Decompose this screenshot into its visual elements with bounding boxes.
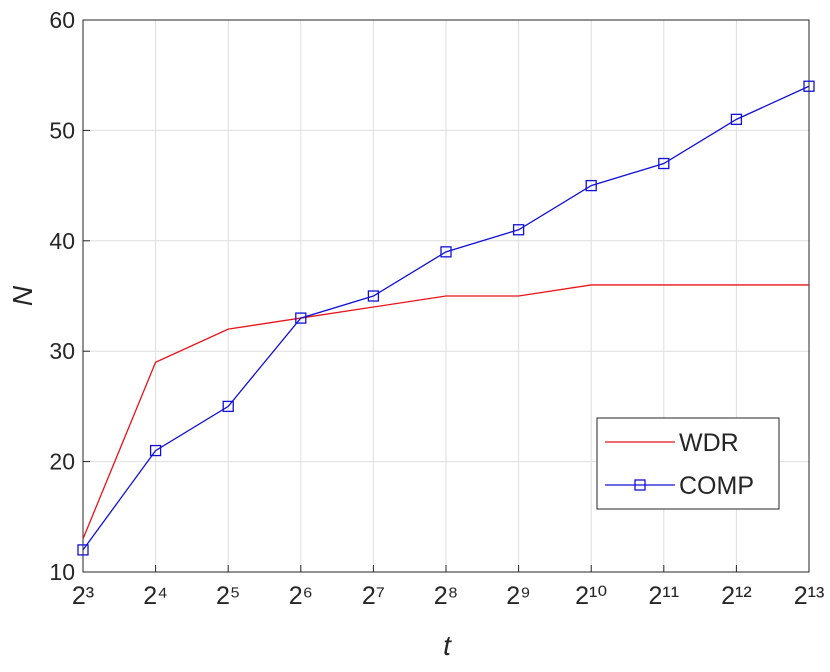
marker <box>658 157 670 170</box>
x-tick-label: 2¹² <box>721 582 752 610</box>
x-tick-label: 2⁷ <box>362 582 385 610</box>
y-tick-label: 10 <box>49 559 75 585</box>
x-tick-label: 2⁶ <box>289 582 313 610</box>
x-tick-label: 2⁸ <box>434 582 458 610</box>
series-line <box>82 284 809 540</box>
legend: WDR COMP <box>596 417 780 510</box>
x-tick-label: 2⁹ <box>506 582 531 610</box>
legend-box <box>596 417 780 510</box>
legend-label: WDR <box>679 429 739 457</box>
x-tick-label: 2⁴ <box>143 582 168 610</box>
y-tick-label: 20 <box>49 449 75 475</box>
x-tick-label: 2¹³ <box>794 582 825 610</box>
marker <box>295 312 307 324</box>
x-tick-label: 2¹¹ <box>649 582 680 610</box>
marker <box>77 544 89 556</box>
x-tick-label: 2¹⁰ <box>575 582 607 610</box>
y-tick-label: 30 <box>49 338 75 364</box>
marker <box>367 290 380 302</box>
marker <box>149 444 162 457</box>
marker <box>222 400 234 413</box>
legend-marker <box>634 479 646 491</box>
x-tick-label: 2⁵ <box>216 582 240 610</box>
marker <box>512 224 525 236</box>
legend-label: COMP <box>679 472 754 500</box>
marker <box>803 80 815 92</box>
x-axis-label: t <box>443 630 452 661</box>
y-axis-label: N <box>7 285 38 306</box>
marker <box>730 113 743 126</box>
plot-frame <box>82 19 810 573</box>
x-tick-label: 2³ <box>72 582 94 610</box>
y-tick-label: 50 <box>49 117 75 143</box>
y-tick-label: 60 <box>49 7 75 33</box>
marker <box>440 246 452 258</box>
y-tick-label: 40 <box>49 228 75 254</box>
marker <box>585 179 597 192</box>
series-line <box>82 85 810 551</box>
